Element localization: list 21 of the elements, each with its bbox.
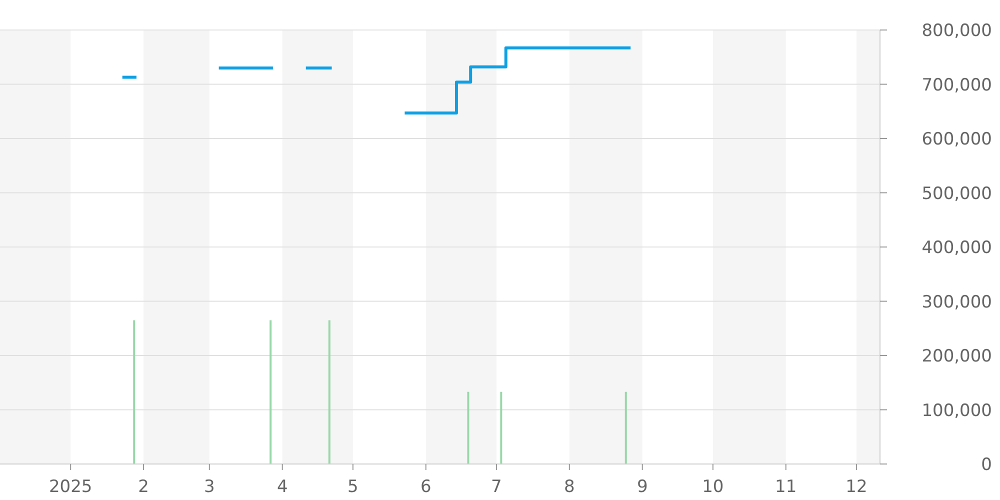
x-tick-label: 9: [636, 477, 648, 497]
y-tick-label: 400,000: [922, 238, 992, 258]
x-tick-label: 7: [491, 477, 502, 497]
x-tick-label: 12: [846, 477, 868, 497]
x-tick-label: 2025: [48, 477, 92, 497]
y-tick-label: 0: [981, 455, 992, 475]
x-tick-label: 10: [702, 477, 724, 497]
y-tick-label: 800,000: [922, 21, 992, 41]
y-tick-label: 600,000: [922, 130, 992, 150]
x-tick-label: 3: [204, 477, 215, 497]
x-tick-label: 8: [564, 477, 575, 497]
x-tick-label: 5: [348, 477, 358, 497]
x-tick-label: 6: [420, 477, 432, 497]
y-tick-label: 500,000: [922, 184, 992, 204]
y-tick-label: 300,000: [922, 292, 992, 312]
x-tick-label: 11: [775, 477, 797, 497]
y-tick-label: 100,000: [922, 400, 992, 421]
y-tick-label: 200,000: [922, 346, 992, 366]
x-tick-label: 4: [276, 477, 288, 497]
y-tick-label: 700,000: [922, 75, 992, 96]
x-tick-label: 2: [138, 477, 149, 497]
